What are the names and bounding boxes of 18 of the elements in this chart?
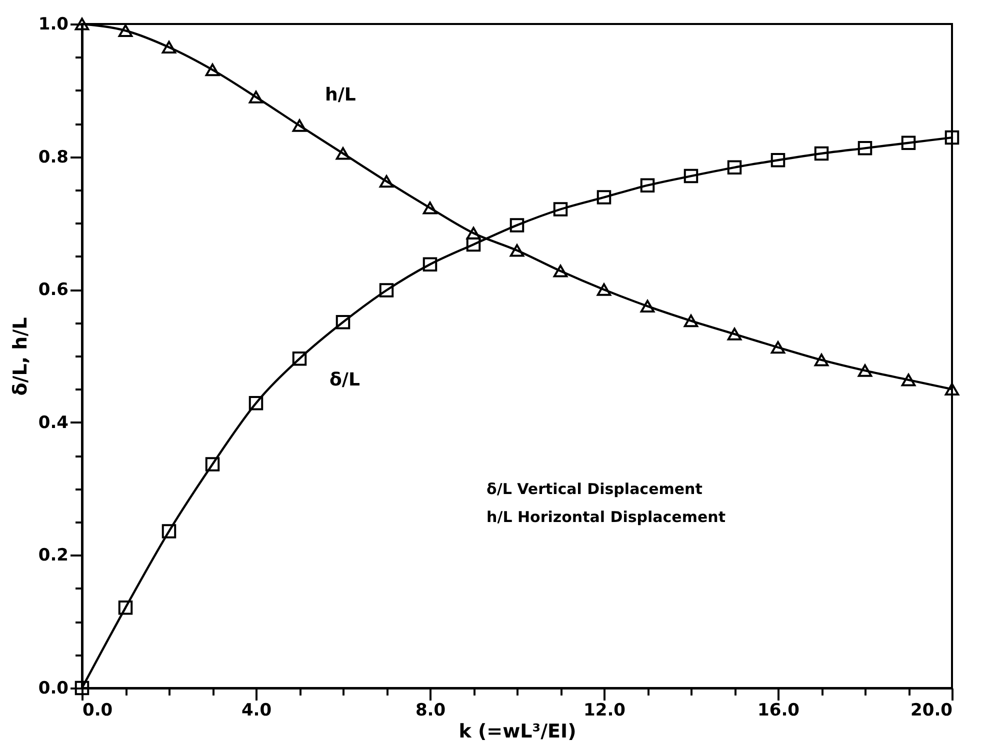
y-tick-label: 0.6 [38, 280, 68, 300]
x-axis-title: k (=wL³/EI) [458, 720, 576, 742]
y-tick-label: 1.0 [38, 14, 69, 34]
annotation: δ/L Vertical Displacement [486, 480, 702, 498]
y-tick-label: 0.4 [38, 412, 69, 433]
x-tick-label: 0.0 [82, 700, 113, 720]
y-tick-label: 0.2 [38, 546, 68, 566]
series-label: δ/L [330, 370, 360, 391]
x-tick-label: 8.0 [415, 700, 446, 720]
y-tick-label: 0.8 [38, 147, 68, 168]
y-axis-title: δ/L, h/L [9, 317, 32, 396]
x-tick-label: 16.0 [758, 700, 800, 720]
x-tick-label: 4.0 [241, 700, 272, 720]
x-tick-label: 12.0 [584, 700, 626, 720]
x-tick-label: 20.0 [910, 700, 953, 720]
series-label: h/L [325, 84, 356, 106]
annotation: h/L Horizontal Displacement [486, 508, 726, 526]
y-tick-label: 0.0 [38, 678, 69, 698]
